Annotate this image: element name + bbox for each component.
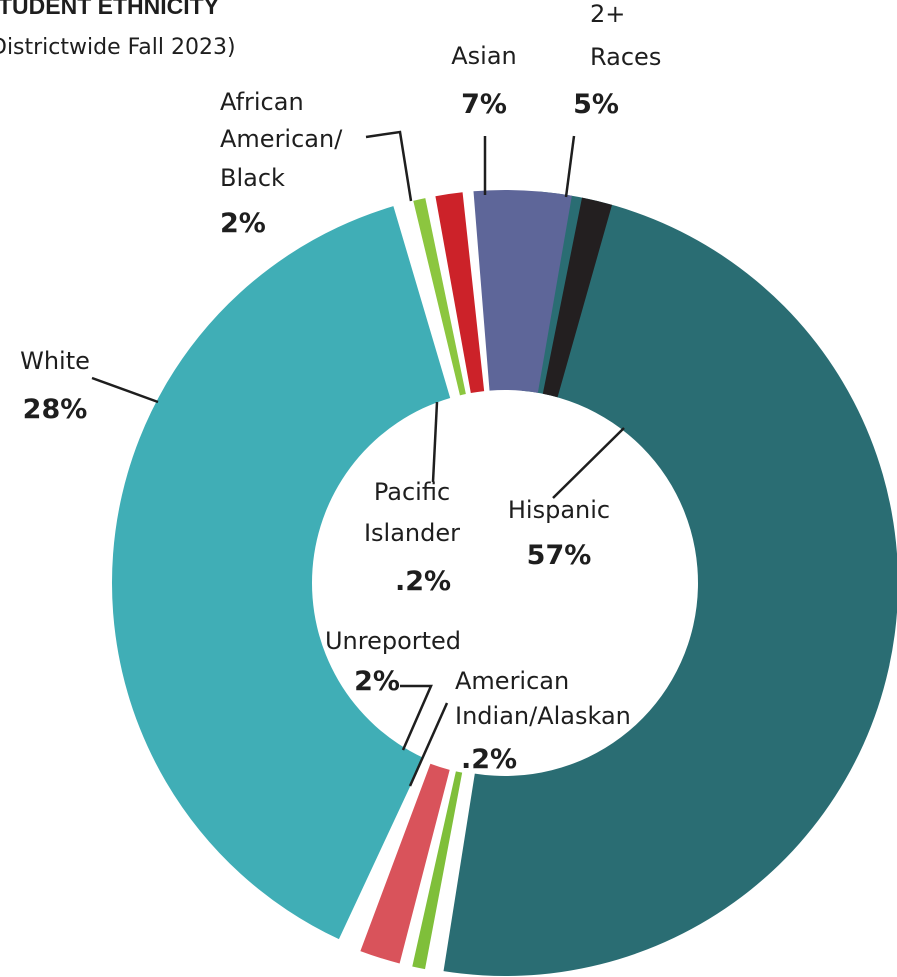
label-unreported-line-1: Unreported — [325, 627, 461, 655]
slice-asian — [473, 190, 572, 393]
slice-races — [542, 197, 613, 398]
value-label-races: 5% — [573, 89, 619, 120]
leader-line-pacific — [431, 401, 439, 483]
label-african-line-3: Black — [220, 164, 285, 192]
slice-white — [111, 206, 451, 940]
value-label-amindian: .2% — [461, 744, 517, 775]
label-white-line-1: White — [20, 347, 90, 375]
value-label-pacific: .2% — [395, 566, 451, 597]
leader-line-african — [365, 130, 413, 202]
leader-line-races — [564, 135, 576, 198]
slice-unreported — [360, 763, 450, 964]
value-label-unreported: 2% — [354, 666, 400, 697]
leader-line-white — [91, 376, 159, 404]
label-pacific-line-1: Pacific — [374, 478, 450, 506]
label-african-line-1: African — [220, 88, 304, 116]
leader-line-hispanic — [552, 427, 625, 499]
label-pacific-line-2: Islander — [364, 519, 460, 547]
value-label-white: 28% — [23, 394, 88, 425]
slice-amindian — [412, 771, 463, 970]
slice-labels: Hispanic 57% American Indian/Alaskan .2% Unre… — [20, 0, 661, 775]
donut-slices — [111, 190, 897, 976]
leader-line-unreported — [400, 684, 433, 751]
label-hispanic-line-1: Hispanic — [508, 496, 610, 524]
chart-title: TUDENT ETHNICITY — [0, 0, 219, 19]
label-amindian-line-2: Indian/Alaskan — [455, 702, 631, 730]
slice-pacific — [413, 198, 466, 396]
value-label-hispanic: 57% — [527, 540, 592, 571]
leader-line-amindian — [408, 702, 449, 787]
label-amindian-line-1: American — [455, 667, 569, 695]
label-african-line-2: American/ — [220, 125, 343, 153]
chart-subtitle: Districtwide Fall 2023) — [0, 35, 236, 60]
slice-african — [435, 192, 485, 394]
label-asian-line-1: Asian — [451, 42, 517, 70]
value-label-asian: 7% — [461, 89, 507, 120]
label-races-line-2: Races — [590, 43, 661, 71]
leader-lines — [91, 130, 625, 787]
value-label-african: 2% — [220, 208, 266, 239]
label-races-line-1: 2+ — [590, 0, 625, 28]
